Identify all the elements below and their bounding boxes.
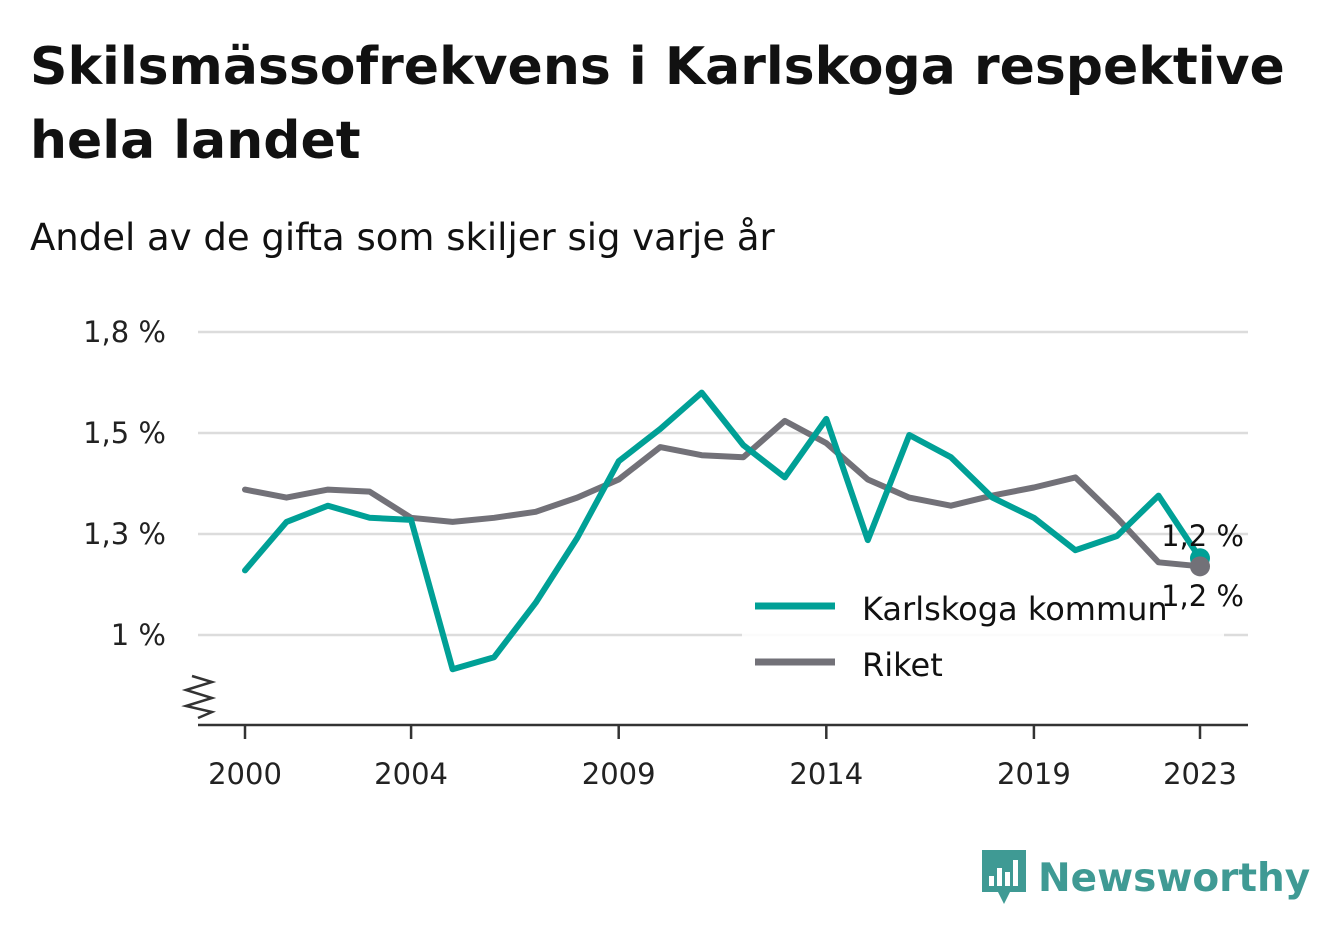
x-tick-label: 2023 [1163, 757, 1237, 791]
legend: Karlskoga kommun Riket [742, 582, 1224, 694]
end-point-riket [1190, 556, 1210, 577]
y-axis: 1 % 1,3 % 1,5 % 1,8 % [83, 315, 166, 652]
legend-background [742, 582, 1224, 694]
y-tick-label: 1,8 % [83, 315, 166, 349]
brand-name: Newsworthy [1038, 855, 1311, 901]
x-axis: 2000 2004 2009 2014 2019 2023 [181, 674, 1248, 791]
axis-break-icon [181, 674, 217, 720]
y-tick-label: 1 % [111, 618, 166, 652]
y-tick-label: 1,5 % [83, 416, 166, 450]
end-label-karlskoga: 1,2 % [1161, 519, 1244, 553]
x-tick-label: 2009 [582, 757, 656, 791]
x-tick-label: 2019 [997, 757, 1071, 791]
x-tick-label: 2004 [374, 757, 448, 791]
chart-subtitle: Andel av de gifta som skiljer sig varje … [30, 216, 775, 259]
y-tick-label: 1,3 % [83, 517, 166, 551]
legend-label-karlskoga: Karlskoga kommun [862, 590, 1168, 628]
series-line-karlskoga [242, 389, 1203, 673]
chart-title: Skilsmässofrekvens i Karlskoga respektiv… [30, 37, 1285, 171]
end-label-riket: 1,2 % [1161, 579, 1244, 613]
end-labels: 1,2 % 1,2 % [1161, 519, 1244, 613]
series-lines [242, 389, 1210, 673]
legend-label-riket: Riket [862, 646, 943, 684]
newsworthy-logo-icon [982, 850, 1026, 904]
series-line-riket [242, 417, 1203, 570]
x-tick-label: 2014 [789, 757, 863, 791]
x-tick-label: 2000 [208, 757, 282, 791]
brand: Newsworthy [980, 846, 1310, 910]
